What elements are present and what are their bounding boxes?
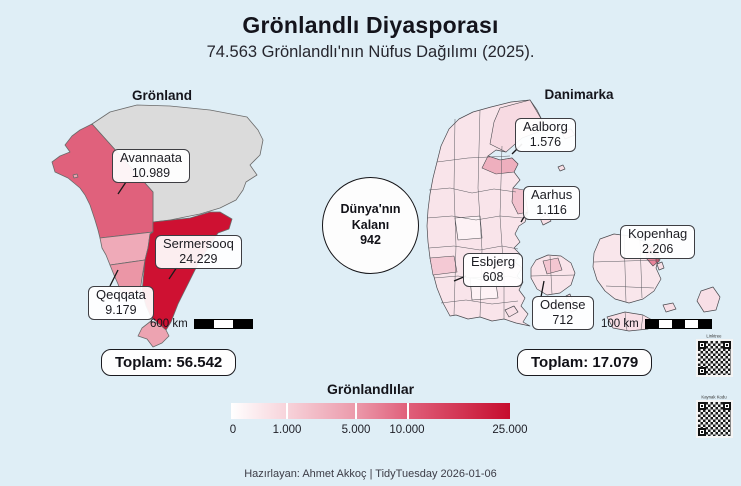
greenland-map <box>51 104 264 348</box>
denmark-patch-light-1 <box>454 215 483 241</box>
greenland-scale-label: 600 km <box>150 318 188 330</box>
denmark-patch-esbjerg <box>429 255 458 276</box>
greenland-islet <box>72 173 79 179</box>
region-label-aarhus: Aarhus 1.116 <box>523 186 581 220</box>
legend-title: Grönlandlılar <box>326 381 415 397</box>
linktree-qr-code <box>695 339 733 377</box>
denmark-scale-label: 100 km <box>601 318 639 330</box>
legend-gradient-bar <box>231 403 510 419</box>
greenland-scale-bar: 600 km <box>150 318 253 330</box>
qr-finder-icon <box>697 367 706 375</box>
region-label-kopenhag: Kopenhag 2.206 <box>620 225 696 259</box>
page-title: Grönlandlı Diyasporası <box>242 12 499 38</box>
greenland-region-sermersooq <box>141 211 233 331</box>
legend-tick-1000 <box>286 403 288 419</box>
greenland-map-title: Grönland <box>132 88 192 103</box>
denmark-funen <box>530 254 576 296</box>
region-label-qeqqata: Qeqqata 9.179 <box>88 286 154 320</box>
source-code-qr-block: Kaynak Kodu <box>695 394 733 438</box>
legend-tick-5000 <box>355 403 357 419</box>
region-label-avannaata: Avannaata 10.989 <box>112 149 190 183</box>
denmark-scale-segments <box>644 319 712 329</box>
legend-label-10000: 10.000 <box>389 424 425 436</box>
denmark-map-title: Danimarka <box>544 87 614 102</box>
greenland-total-badge: Toplam: 56.542 <box>101 349 237 376</box>
region-label-odense: Odense 712 <box>532 296 594 330</box>
rest-of-world-label: Dünya'nın Kalanı <box>340 202 401 232</box>
greenland-leader-lines <box>109 181 178 287</box>
denmark-patch-odense <box>542 257 563 275</box>
qr-finder-icon <box>697 341 706 349</box>
denmark-total-badge: Toplam: 17.079 <box>517 349 653 376</box>
credit-line: Hazırlayan: Ahmet Akkoç | TidyTuesday 20… <box>244 468 497 480</box>
legend-label-1000: 1.000 <box>272 424 302 436</box>
legend-tick-10000 <box>407 403 409 419</box>
legend-label-0: 0 <box>229 424 237 436</box>
source-code-qr-caption: Kaynak Kodu <box>701 394 727 400</box>
qr-finder-icon <box>722 341 731 349</box>
greenland-scale-segments <box>193 319 253 329</box>
rest-of-world-circle: Dünya'nın Kalanı 942 <box>322 177 419 274</box>
source-code-qr-code <box>695 400 733 438</box>
region-label-aalborg: Aalborg 1.576 <box>515 118 576 152</box>
page-subtitle: 74.563 Grönlandlı'nın Nüfus Dağılımı (20… <box>206 43 535 61</box>
linktree-qr-caption: Linktree <box>706 333 722 339</box>
rest-of-world-value: 942 <box>360 233 381 248</box>
legend-label-5000: 5.000 <box>341 424 371 436</box>
denmark-map <box>426 99 721 332</box>
region-label-sermersooq: Sermersooq 24.229 <box>155 235 242 269</box>
qr-finder-icon <box>697 428 706 436</box>
denmark-scale-bar: 100 km <box>601 318 712 330</box>
denmark-patch-aalborg <box>481 155 519 175</box>
greenland-region-kujalleq <box>137 320 170 348</box>
region-label-esbjerg: Esbjerg 608 <box>463 253 524 287</box>
denmark-bornholm <box>696 286 721 313</box>
qr-finder-icon <box>722 402 731 410</box>
qr-finder-icon <box>697 402 706 410</box>
legend-label-25000: 25.000 <box>492 424 528 436</box>
linktree-qr-block: Linktree <box>695 333 733 377</box>
